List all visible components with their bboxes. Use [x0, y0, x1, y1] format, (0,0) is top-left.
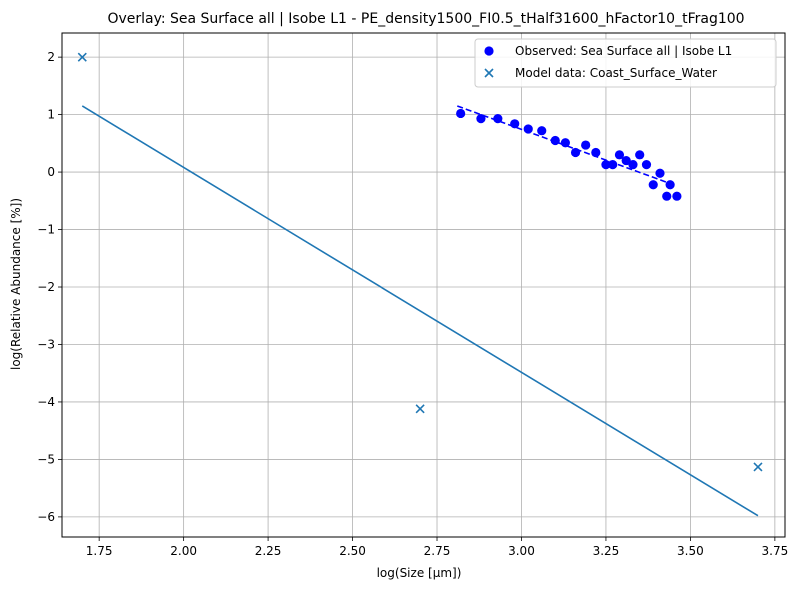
y-tick-label: 0	[47, 165, 55, 179]
legend-box	[474, 38, 777, 88]
legend-label: Model data: Coast_Surface_Water	[515, 66, 717, 80]
observed-point	[560, 138, 570, 148]
observed-point	[672, 191, 682, 201]
x-tick-label: 2.75	[424, 544, 451, 558]
x-marker-stroke	[753, 462, 763, 472]
grid-lines	[62, 33, 785, 537]
x-marker-stroke	[77, 52, 87, 62]
observed-point	[581, 140, 591, 150]
observed-point	[662, 191, 672, 201]
x-tick-label: 2.00	[170, 544, 197, 558]
observed-point	[550, 135, 560, 146]
y-tick-label: 2	[47, 50, 55, 64]
observed-point	[456, 108, 466, 119]
observed-point	[648, 180, 658, 190]
observed-point	[621, 155, 631, 166]
y-tick-label: −4	[37, 395, 55, 409]
observed-point	[601, 160, 611, 170]
legend: Observed: Sea Surface all | Isobe L1 Mode…	[474, 38, 777, 88]
legend-x-marker	[484, 68, 494, 78]
y-tick-label: −3	[37, 337, 55, 351]
observed-point	[635, 150, 645, 160]
y-tick-label: −1	[37, 223, 55, 237]
observed-point	[641, 160, 652, 170]
axes-frame	[61, 32, 786, 538]
legend-label: Observed: Sea Surface all | Isobe L1	[515, 44, 732, 58]
observed-point	[510, 119, 520, 129]
y-axis-title: log(Relative Abundance [%])	[9, 198, 23, 370]
y-tick-label: 1	[47, 108, 55, 122]
x-axis-title: log(Size [μm])	[377, 566, 462, 580]
x-tick-label: 3.50	[677, 544, 704, 558]
observed-point	[655, 168, 665, 178]
model-point	[753, 462, 763, 472]
axis-ticks: 1.75 2.00 2.25 2.50 2.75 3.00 3.25 3.50 3.75 −6 −5…	[37, 50, 788, 558]
observed-point	[537, 126, 547, 136]
observed-point	[493, 114, 503, 124]
model-point	[77, 52, 87, 62]
x-tick-label: 3.75	[762, 544, 789, 558]
x-tick-label: 1.75	[86, 544, 113, 558]
observed-point	[523, 124, 533, 134]
observed-point	[665, 180, 675, 190]
observed-point	[476, 114, 486, 124]
observed-point	[608, 160, 618, 170]
x-marker-stroke	[484, 68, 494, 78]
x-tick-label: 2.25	[255, 544, 282, 558]
observed-point	[591, 147, 601, 158]
chart-title: Overlay: Sea Surface all | Isobe L1 - PE…	[107, 11, 744, 27]
plot-data	[77, 52, 763, 517]
legend-circle-marker	[484, 46, 494, 56]
observed-point	[570, 147, 581, 158]
observed-point	[614, 150, 625, 160]
observed-point	[628, 160, 638, 170]
y-tick-label: −2	[37, 280, 55, 294]
x-tick-label: 3.00	[508, 544, 535, 558]
y-tick-label: −6	[37, 510, 55, 524]
y-tick-label: −5	[37, 452, 55, 466]
x-tick-label: 2.50	[339, 544, 366, 558]
x-marker-stroke	[415, 404, 425, 414]
x-tick-label: 3.25	[593, 544, 620, 558]
model-point	[415, 404, 425, 414]
model-fit-line	[81, 105, 759, 517]
